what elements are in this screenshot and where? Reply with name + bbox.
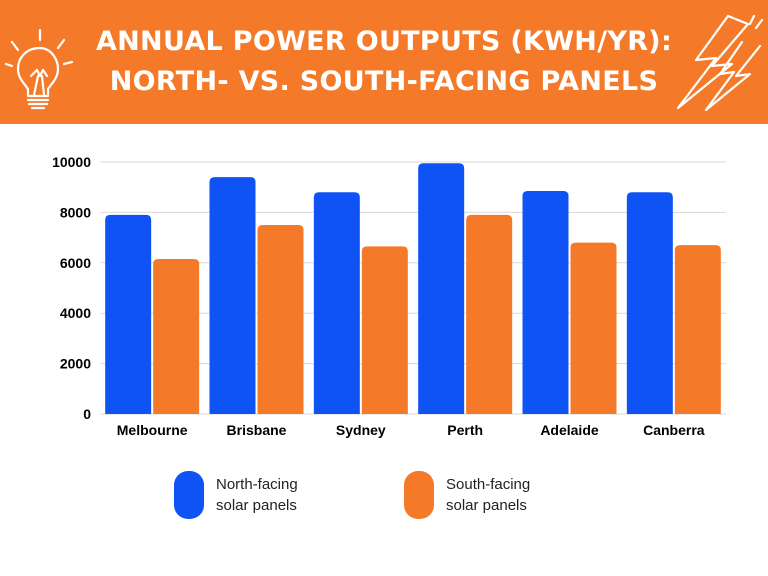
lightning-bolt-icon [676,14,764,112]
bar-perth-north [418,163,465,414]
header-banner: ANNUAL POWER OUTPUTS (KWH/YR): NORTH- VS… [0,0,768,124]
legend-item-north: North-facing solar panels [174,470,298,520]
bars [105,163,721,414]
bar-brisbane-south [257,225,304,414]
legend-swatch-north [174,471,204,519]
bar-melbourne-north [105,214,152,414]
legend-south-line-1: South-facing [446,476,531,493]
bar-canberra-south [674,245,721,414]
bar-perth-south [466,214,513,414]
legend-item-south: South-facing solar panels [404,470,530,520]
y-tick-label: 8000 [60,204,91,220]
y-axis-ticks: 0 2000 4000 6000 8000 10000 [52,154,91,422]
bar-melbourne-south [153,259,200,414]
bar-adelaide-south [570,242,617,414]
bar-brisbane-north [209,177,256,414]
legend-label-north: North-facing solar panels [216,474,298,516]
y-tick-label: 4000 [60,305,91,321]
title-line-1: ANNUAL POWER OUTPUTS (KWH/YR): [95,26,673,57]
bar-chart: 0 2000 4000 6000 8000 10000 Melbourne Brisbane… [52,154,726,438]
lightbulb-icon [4,28,74,110]
bar-sydney-north [313,192,360,414]
x-tick-label-sydney: Sydney [336,422,386,438]
bar-adelaide-north [522,190,569,414]
title-line-2: NORTH- VS. SOUTH-FACING PANELS [109,66,659,97]
bar-sydney-south [361,246,408,414]
legend-south-line-2: solar panels [446,497,527,514]
x-tick-label-canberra: Canberra [643,422,705,438]
legend-north-line-2: solar panels [216,497,297,514]
legend-north-line-1: North-facing [216,476,298,493]
y-tick-label: 10000 [52,154,91,170]
x-tick-label-brisbane: Brisbane [227,422,287,438]
y-tick-label: 6000 [60,255,91,271]
legend-swatch-south [404,471,434,519]
x-tick-label-melbourne: Melbourne [117,422,188,438]
gridlines [100,161,726,415]
chart-title: ANNUAL POWER OUTPUTS (KWH/YR): NORTH- VS… [80,22,688,102]
x-tick-label-adelaide: Adelaide [540,422,599,438]
y-tick-label: 0 [83,406,91,422]
x-tick-label-perth: Perth [447,422,483,438]
bar-canberra-north [626,192,673,414]
y-tick-label: 2000 [60,356,91,372]
legend-label-south: South-facing solar panels [446,474,530,516]
x-axis-ticks: Melbourne Brisbane Sydney Perth Adelaide Canb… [117,422,705,438]
